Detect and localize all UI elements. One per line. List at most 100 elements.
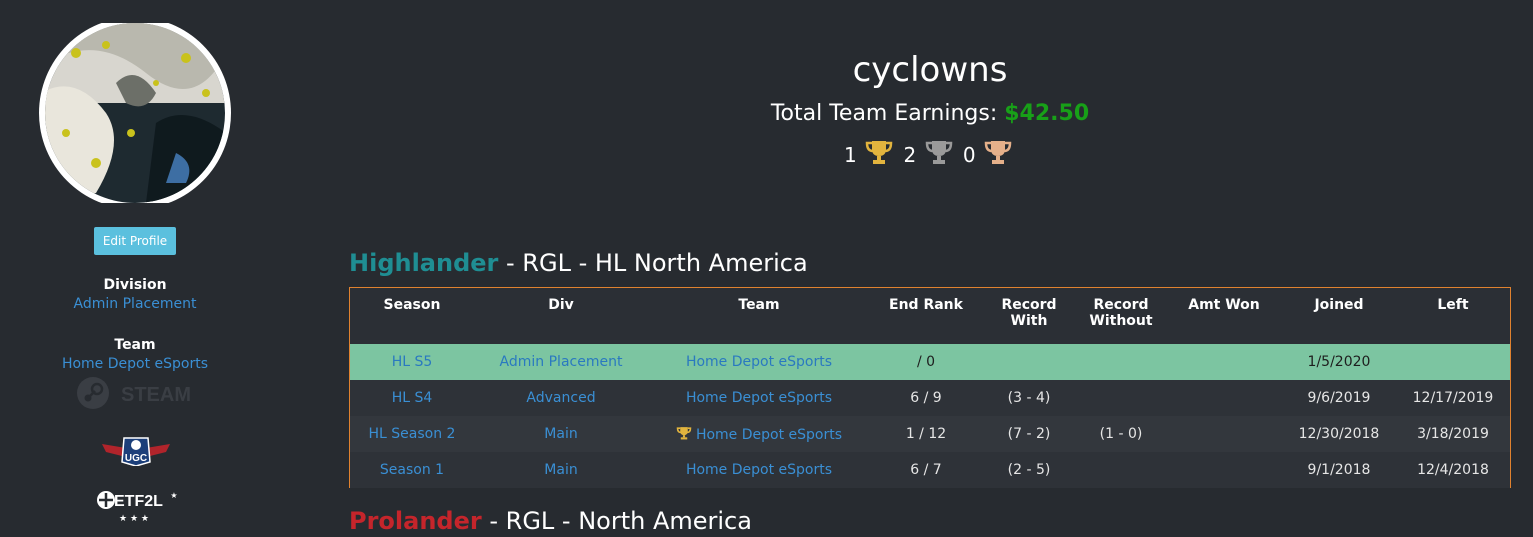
- record-without-cell: (1 - 0): [1099, 426, 1143, 442]
- bronze-trophy-icon: [984, 141, 1012, 164]
- record-without-cell: [1076, 452, 1166, 488]
- ugc-profile-link[interactable]: UGC: [100, 432, 172, 470]
- amt-won-cell: [1166, 344, 1282, 380]
- bronze-trophy-count: 0: [962, 143, 976, 167]
- avatar: [39, 23, 231, 203]
- joined-cell: 12/30/2018: [1298, 426, 1380, 442]
- season-header: Season: [383, 297, 441, 313]
- record-without-cell: (1 - 0): [1076, 416, 1166, 452]
- end-rank-cell: 6 / 7: [910, 462, 942, 478]
- record-with-cell: (7 - 2): [1007, 426, 1051, 442]
- division-link[interactable]: Admin Placement: [73, 296, 197, 312]
- season-link[interactable]: HL S5: [391, 354, 433, 370]
- trophy-counts: 1 2 0: [300, 139, 1533, 167]
- division-link[interactable]: Advanced: [526, 390, 596, 406]
- end-rank-cell: 1 / 12: [870, 416, 982, 452]
- team-cell: Home Depot eSports: [648, 416, 870, 452]
- table-header-row: Season Div Team End Rank Record With Record W…: [350, 288, 1510, 344]
- table-row: Season 1 Main Home Depot eSports 6 / 7 (2 - …: [350, 452, 1510, 488]
- record-with-cell: [982, 344, 1076, 380]
- etf2l-logo: ETF2L ★ ★ ★ ★: [97, 491, 178, 524]
- joined-cell: 9/1/2018: [1307, 462, 1371, 478]
- team-heading: Team: [114, 337, 156, 353]
- team-link[interactable]: Home Depot eSports: [685, 354, 833, 370]
- team-link[interactable]: Home Depot eSports: [685, 462, 833, 478]
- left-cell: 12/17/2019: [1396, 380, 1510, 416]
- end-rank-cell: 6 / 9: [910, 390, 942, 406]
- season-cell: Season 1: [350, 452, 474, 488]
- division-cell: Main: [474, 452, 648, 488]
- prolander-section-heading: Prolander - RGL - North America: [349, 507, 752, 535]
- record-without-header: Record Without: [1089, 297, 1153, 329]
- team-header: Team: [738, 297, 780, 313]
- season-cell: HL Season 2: [350, 416, 474, 452]
- highlander-league: - RGL - HL North America: [498, 249, 808, 277]
- ugc-label: UGC: [125, 453, 147, 464]
- highlander-section-heading: Highlander - RGL - HL North America: [349, 249, 808, 277]
- end-rank-cell: 1 / 12: [905, 426, 947, 442]
- season-cell: HL S5: [350, 344, 474, 380]
- joined-cell: 1/5/2020: [1307, 354, 1371, 370]
- joined-cell: 9/6/2019: [1282, 380, 1396, 416]
- steam-icon: STEAM: [77, 377, 191, 409]
- amt-won-header: Amt Won: [1188, 297, 1260, 313]
- division-cell: Admin Placement: [474, 344, 648, 380]
- end-rank-cell: 6 / 9: [870, 380, 982, 416]
- team-link[interactable]: Home Depot eSports: [695, 426, 843, 443]
- highlander-format: Highlander: [349, 249, 499, 277]
- division-link[interactable]: Main: [544, 426, 578, 442]
- left-cell: 12/4/2018: [1396, 452, 1510, 488]
- end-rank-cell: / 0: [916, 354, 936, 370]
- prolander-league: - RGL - North America: [481, 507, 752, 535]
- table-row: HL S5 Admin Placement Home Depot eSports / …: [350, 344, 1510, 380]
- record-with-cell: (2 - 5): [1007, 462, 1051, 478]
- table-row: HL S4 Advanced Home Depot eSports 6 / 9 (3 -…: [350, 380, 1510, 416]
- record-with-header: Record With: [1001, 297, 1057, 329]
- steam-label: STEAM: [121, 384, 191, 406]
- division-link[interactable]: Admin Placement: [499, 354, 623, 370]
- team-earnings: Total Team Earnings: $42.50: [300, 101, 1533, 126]
- amt-won-cell: [1166, 452, 1282, 488]
- left-header: Left: [1437, 297, 1469, 313]
- team-link[interactable]: Home Depot eSports: [61, 356, 209, 372]
- profile-sidebar: Edit Profile Division Admin Placement Te…: [0, 0, 270, 537]
- team-cell: Home Depot eSports: [648, 452, 870, 488]
- gold-trophy-icon: [676, 426, 692, 439]
- season-link[interactable]: Season 1: [379, 462, 445, 478]
- joined-cell: 9/1/2018: [1282, 452, 1396, 488]
- team-cell: Home Depot eSports: [648, 380, 870, 416]
- left-cell: 12/4/2018: [1417, 462, 1489, 478]
- silver-trophy-count: 2: [903, 143, 917, 167]
- end-rank-cell: / 0: [870, 344, 982, 380]
- amt-won-cell: [1166, 380, 1282, 416]
- etf2l-label: ETF2L: [114, 493, 163, 510]
- prolander-format: Prolander: [349, 507, 482, 535]
- division-link[interactable]: Main: [544, 462, 578, 478]
- team-cell: Home Depot eSports: [648, 344, 870, 380]
- season-link[interactable]: HL Season 2: [368, 426, 456, 442]
- amt-won-cell: [1166, 416, 1282, 452]
- earnings-label: Total Team Earnings:: [770, 101, 998, 126]
- svg-text:★: ★: [170, 491, 177, 500]
- division-cell: Main: [474, 416, 648, 452]
- record-with-cell: (7 - 2): [982, 416, 1076, 452]
- left-cell: 12/17/2019: [1412, 390, 1494, 406]
- table-row: HL Season 2 Main Home Depot eSports 1 / 12 (…: [350, 416, 1510, 452]
- left-cell: 3/18/2019: [1417, 426, 1489, 442]
- etf2l-profile-link[interactable]: ETF2L ★ ★ ★ ★: [94, 484, 178, 528]
- joined-header: Joined: [1314, 297, 1364, 313]
- silver-trophy-icon: [925, 141, 952, 164]
- division-heading: Division: [103, 277, 167, 293]
- record-with-cell: (2 - 5): [982, 452, 1076, 488]
- season-cell: HL S4: [350, 380, 474, 416]
- highlander-history-table: Season Div Team End Rank Record With Record W…: [349, 287, 1511, 488]
- player-name: cyclowns: [852, 50, 1008, 90]
- div-header: Div: [548, 297, 574, 313]
- division-block: Division Admin Placement: [0, 277, 270, 312]
- gold-trophy-icon: [865, 141, 893, 164]
- steam-profile-link[interactable]: STEAM: [75, 375, 195, 415]
- edit-profile-button[interactable]: Edit Profile: [94, 227, 176, 255]
- team-link[interactable]: Home Depot eSports: [685, 390, 833, 406]
- season-link[interactable]: HL S4: [391, 390, 433, 406]
- svg-text:★ ★ ★: ★ ★ ★: [119, 514, 149, 524]
